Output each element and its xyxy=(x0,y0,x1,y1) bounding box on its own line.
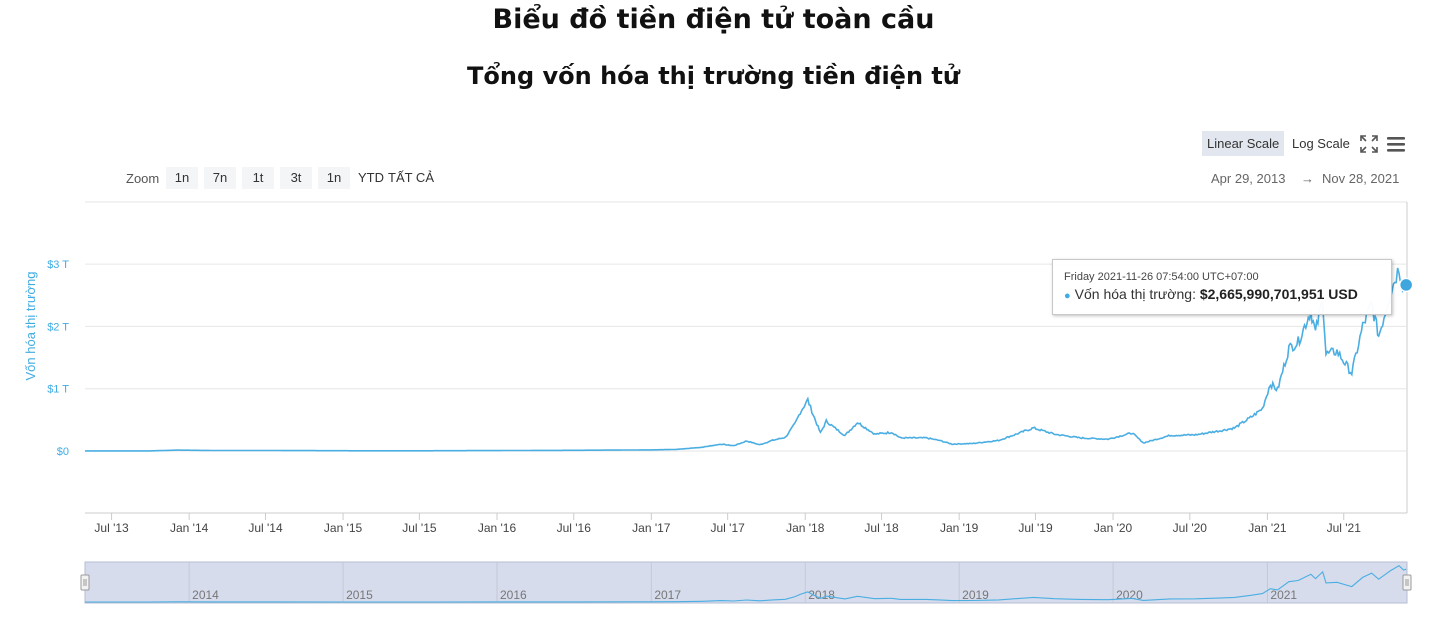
tooltip-value: $2,665,990,701,951 USD xyxy=(1199,286,1358,302)
range-start-date[interactable]: Apr 29, 2013 xyxy=(1211,171,1286,186)
x-tick-label: Jul '17 xyxy=(711,521,746,535)
chart-tooltip: Friday 2021-11-26 07:54:00 UTC+07:00 ● Vố… xyxy=(1052,259,1392,315)
navigator-year-label: 2021 xyxy=(1270,588,1297,602)
navigator-year-label: 2017 xyxy=(654,588,681,602)
market-cap-chart[interactable]: $0 $1 T $2 T $3 T Vốn hóa thị trường Jul '13 J… xyxy=(0,190,1430,619)
fullscreen-icon[interactable] xyxy=(1358,133,1380,155)
x-tick-label: Jul '20 xyxy=(1173,521,1208,535)
zoom-button-all[interactable]: TẤT CẢ xyxy=(388,170,434,185)
zoom-button-1n[interactable]: 1n xyxy=(166,167,198,189)
tooltip-line: ● Vốn hóa thị trường: $2,665,990,701,951 … xyxy=(1064,286,1358,302)
y-tick-label: $3 T xyxy=(47,259,69,271)
zoom-button-1n-year[interactable]: 1n xyxy=(318,167,350,189)
x-tick-label: Jan '19 xyxy=(940,521,979,535)
menu-icon-glyph xyxy=(1387,137,1405,152)
x-tick-label: Jan '14 xyxy=(170,521,209,535)
x-tick-label: Jul '15 xyxy=(402,521,437,535)
fullscreen-icon-glyph xyxy=(1360,135,1378,153)
navigator-year-label: 2015 xyxy=(346,588,373,602)
zoom-button-ytd[interactable]: YTD xyxy=(358,170,384,185)
highlighted-point xyxy=(1398,277,1414,293)
x-tick-label: Jan '21 xyxy=(1248,521,1287,535)
y-tick-label: $0 xyxy=(57,446,69,458)
zoom-label: Zoom xyxy=(126,171,160,186)
y-axis-title: Vốn hóa thị trường xyxy=(23,271,38,380)
series-dot-icon: ● xyxy=(1064,290,1071,302)
y-tick-label: $2 T xyxy=(47,321,69,333)
series-line xyxy=(85,267,1407,452)
navigator-year-label: 2018 xyxy=(808,588,835,602)
navigator-year-label: 2019 xyxy=(962,588,989,602)
navigator-year-label: 2014 xyxy=(192,588,219,602)
zoom-button-1t[interactable]: 1t xyxy=(242,167,274,189)
x-tick-label: Jan '20 xyxy=(1094,521,1133,535)
x-tick-label: Jul '19 xyxy=(1018,521,1053,535)
navigator-left-handle[interactable] xyxy=(80,574,90,591)
x-tick-label: Jul '16 xyxy=(557,521,592,535)
zoom-button-3t[interactable]: 3t xyxy=(280,167,312,189)
x-tick-label: Jan '16 xyxy=(478,521,517,535)
tooltip-series-name: Vốn hóa thị trường xyxy=(1074,286,1193,302)
tooltip-date: Friday 2021-11-26 07:54:00 UTC+07:00 xyxy=(1064,271,1259,283)
y-tick-label: $1 T xyxy=(47,384,69,396)
navigator-right-handle[interactable] xyxy=(1402,574,1412,591)
x-tick-label: Jul '21 xyxy=(1327,521,1362,535)
navigator-selection[interactable] xyxy=(84,561,1408,604)
x-tick-label: Jul '18 xyxy=(864,521,899,535)
hamburger-menu-icon[interactable] xyxy=(1385,133,1407,155)
x-tick-label: Jan '18 xyxy=(786,521,825,535)
range-arrow: → xyxy=(1301,171,1314,186)
x-tick-label: Jul '14 xyxy=(248,521,283,535)
log-scale-button[interactable]: Log Scale xyxy=(1292,136,1350,151)
range-end-date[interactable]: Nov 28, 2021 xyxy=(1322,171,1400,186)
chart-title: Tổng vốn hóa thị trường tiền điện tử xyxy=(467,62,960,90)
navigator-year-label: 2016 xyxy=(500,588,527,602)
x-tick-label: Jan '17 xyxy=(632,521,671,535)
x-tick-label: Jul '13 xyxy=(94,521,129,535)
x-tick-label: Jan '15 xyxy=(324,521,363,535)
linear-scale-button[interactable]: Linear Scale xyxy=(1202,131,1285,156)
page-title: Biểu đồ tiền điện tử toàn cầu xyxy=(492,4,935,35)
zoom-button-7n[interactable]: 7n xyxy=(204,167,236,189)
navigator-series-line xyxy=(85,565,1407,603)
